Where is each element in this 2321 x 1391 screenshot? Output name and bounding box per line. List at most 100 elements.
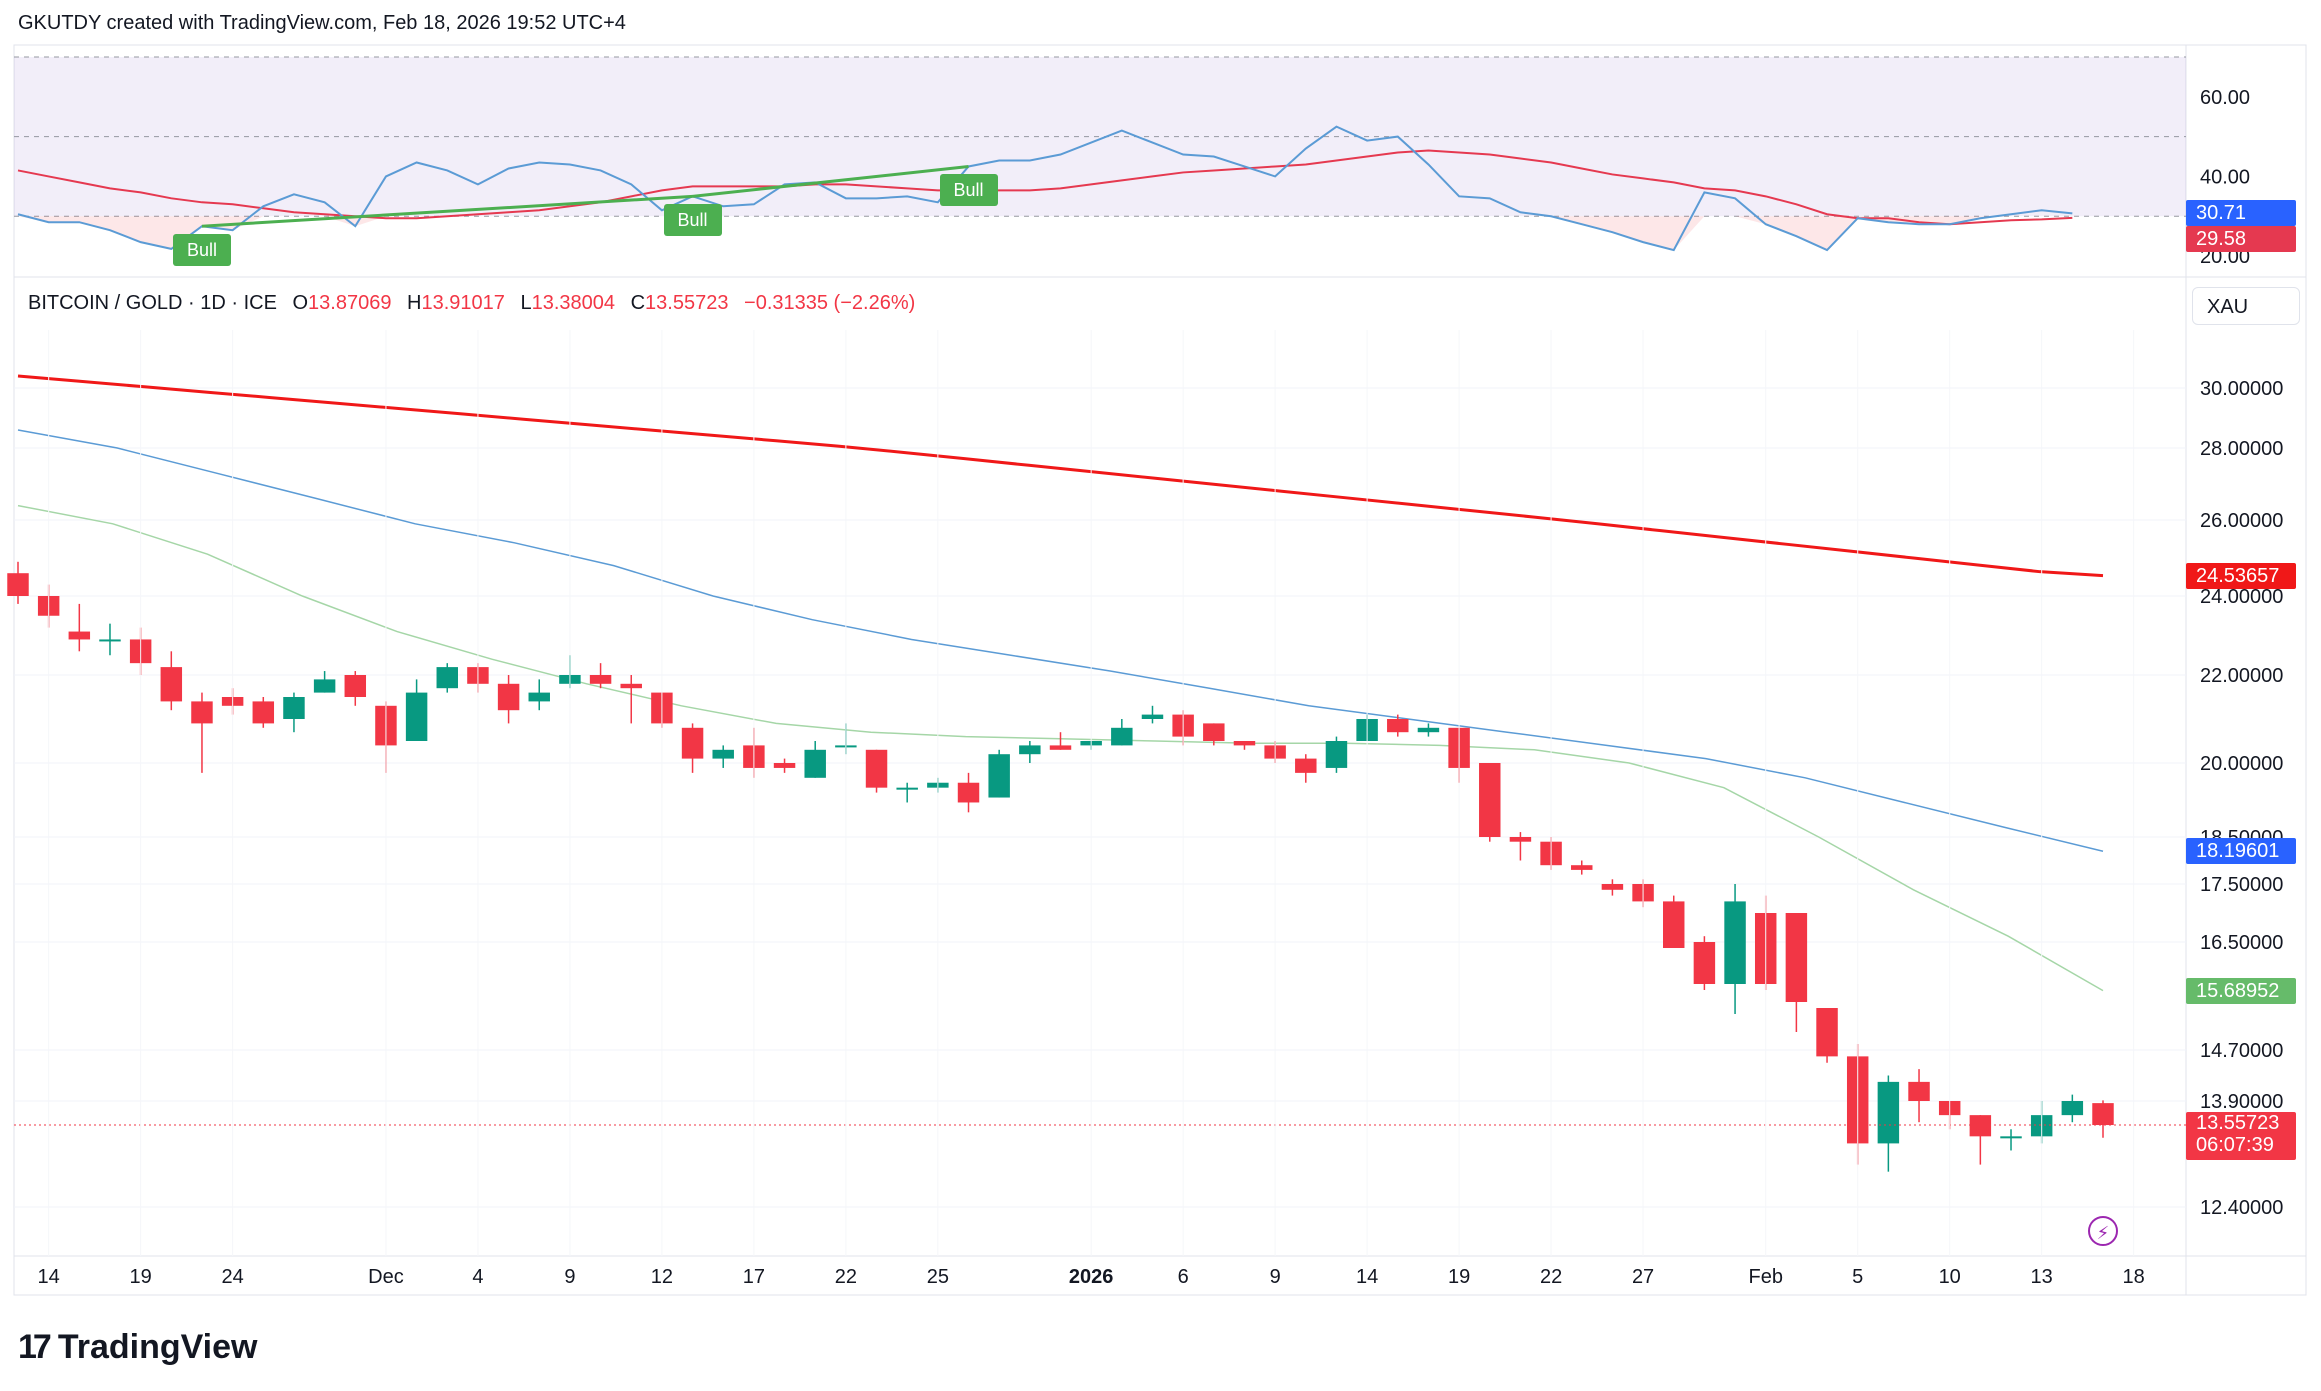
high-value: 13.91017 (421, 292, 505, 314)
time-tick-label: 14 (38, 1266, 60, 1288)
time-tick-label: 4 (472, 1266, 483, 1288)
bull-label: Bull (939, 174, 998, 207)
candle-up (1417, 727, 1440, 733)
chart-credit: GKUTDY created with TradingView.com, Feb… (18, 12, 626, 34)
bull-label: Bull (663, 204, 722, 237)
candle-down (1571, 865, 1593, 870)
candle-down (865, 749, 888, 788)
time-tick-label: 14 (1356, 1266, 1378, 1288)
rsi-band (14, 56, 2186, 217)
time-tick-label: 18 (2123, 1266, 2145, 1288)
time-tick-label: 19 (1448, 1266, 1470, 1288)
candle-down (68, 631, 91, 640)
candle-down (1816, 1008, 1838, 1057)
candle-down (1969, 1115, 1992, 1137)
ma200-line (17, 374, 2104, 578)
candle-down (1663, 901, 1685, 948)
candle-down (1203, 723, 1225, 741)
symbol-title: BITCOIN / GOLD · 1D · ICE (28, 292, 277, 314)
candle-up (1111, 727, 1133, 746)
candle-up (283, 697, 305, 719)
change-value: −0.31335 (−2.26%) (744, 292, 916, 314)
candle-down (957, 782, 980, 803)
ma200-value-tag: 24.53657 (2186, 562, 2296, 589)
price-tick-label: 16.50000 (2200, 932, 2283, 954)
candle-down (7, 573, 29, 596)
candle-down (191, 701, 213, 724)
time-tick-label: 5 (1852, 1266, 1863, 1288)
candle-down (773, 763, 796, 768)
candle-down (620, 683, 642, 689)
time-tick-label: 2026 (1069, 1266, 1114, 1288)
time-tick-label: 6 (1178, 1266, 1189, 1288)
time-tick-label: 27 (1632, 1266, 1654, 1288)
candle-up (313, 679, 336, 693)
time-tick-label: 22 (1540, 1266, 1562, 1288)
candle-down (1233, 741, 1256, 746)
candle-down (160, 667, 183, 702)
low-value: 13.38004 (531, 292, 616, 314)
time-tick-label: 9 (1270, 1266, 1281, 1288)
candle-down (589, 675, 612, 684)
close-label: C (630, 292, 646, 314)
rsi-tick-label: 60.00 (2200, 87, 2250, 109)
open-label: O (292, 292, 309, 314)
candle-up (1724, 901, 1746, 984)
candle-down (497, 683, 520, 711)
candle-down (1387, 719, 1409, 733)
compare-symbol-box[interactable]: XAU (2192, 287, 2300, 325)
close-value: 13.55723 (645, 292, 729, 314)
candle-up (804, 749, 826, 778)
price-tick-label: 12.40000 (2200, 1197, 2283, 1219)
time-tick-label: 22 (835, 1266, 857, 1288)
price-tick-label: 13.90000 (2200, 1091, 2283, 1113)
price-tick-label: 28.00000 (2200, 438, 2283, 460)
rsi-tick-label: 40.00 (2200, 166, 2250, 188)
open-value: 13.87069 (308, 292, 392, 314)
ma100-value-tag: 18.19601 (2186, 838, 2296, 865)
time-tick-label: 25 (927, 1266, 949, 1288)
candle-up (405, 692, 428, 741)
price-tick-label: 20.00000 (2200, 753, 2283, 775)
tradingview-logo: 17 TradingView (18, 1328, 257, 1367)
ma50-value-tag: 15.68952 (2186, 977, 2296, 1004)
candle-up (1141, 714, 1164, 719)
bull-divergence-line (692, 164, 969, 198)
bull-divergence-line (201, 194, 693, 228)
last-price-tag: 13.55723 06:07:39 (2186, 1112, 2296, 1161)
last-price-value: 13.55723 (2196, 1112, 2280, 1135)
time-tick-label: Dec (368, 1266, 404, 1288)
bull-label: Bull (172, 234, 231, 267)
price-tick-label: 30.00000 (2200, 378, 2283, 400)
candle-up (1877, 1081, 1900, 1144)
candle-up (2061, 1101, 2084, 1116)
time-tick-label: 24 (222, 1266, 244, 1288)
candle-down (1601, 884, 1624, 890)
candle-up (1325, 741, 1348, 768)
time-tick-label: 9 (564, 1266, 575, 1288)
rsi-ma-value-tag: 29.58 (2186, 226, 2296, 253)
rsi-oversold-fill (18, 216, 2073, 251)
candle-down (1509, 837, 1532, 842)
candle-up (988, 754, 1010, 798)
candle-up (896, 787, 918, 790)
lightning-icon[interactable]: ⚡ (2088, 1216, 2118, 1246)
candle-down (1693, 942, 1716, 984)
price-tick-label: 22.00000 (2200, 665, 2283, 687)
candle-up (1019, 745, 1041, 755)
candle-up (436, 667, 458, 689)
time-tick-label: 17 (743, 1266, 765, 1288)
price-tick-label: 14.70000 (2200, 1040, 2283, 1062)
candle-down (2092, 1103, 2114, 1126)
candle-up (2000, 1136, 2022, 1139)
time-tick-label: Feb (1748, 1266, 1782, 1288)
candle-down (1908, 1081, 1930, 1101)
candle-down (1785, 913, 1808, 1002)
low-label: L (520, 292, 532, 314)
time-tick-label: 19 (130, 1266, 152, 1288)
tv-logo-icon: 17 (18, 1328, 52, 1366)
ma100-line (17, 429, 2104, 853)
high-label: H (407, 292, 422, 314)
price-tick-label: 17.50000 (2200, 874, 2283, 896)
